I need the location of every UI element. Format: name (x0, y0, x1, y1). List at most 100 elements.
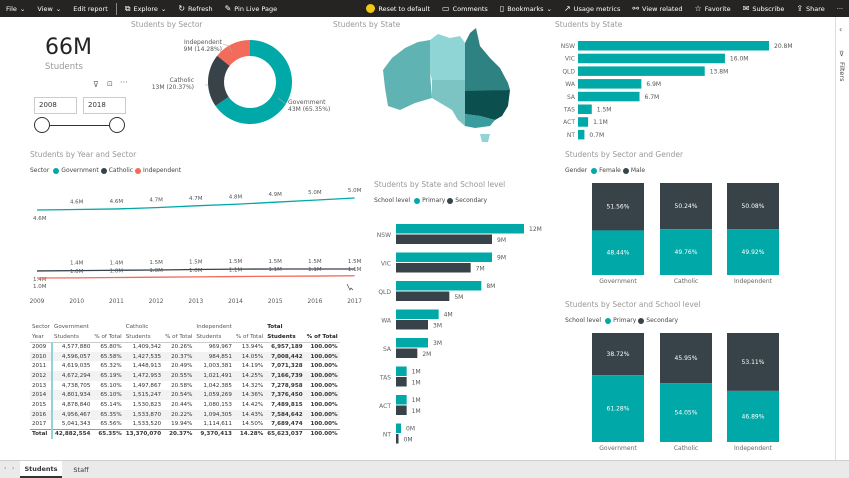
line-data-label: 4.8M (229, 194, 243, 200)
x-axis-tick: 2015 (268, 299, 283, 305)
column-header[interactable]: Students (51, 332, 93, 343)
table-cell: 42,882,554 (51, 428, 93, 439)
chevron-left-icon[interactable]: ‹ (839, 25, 843, 34)
table-cell: 65.58% (92, 351, 124, 362)
column-header[interactable]: Students (194, 332, 234, 343)
column-header[interactable] (305, 322, 340, 332)
table-cell: 2011 (30, 361, 53, 372)
bookmarks-menu[interactable]: ▯ Bookmarks ⌄ (494, 4, 558, 13)
reset-to-default-button[interactable]: Reset to default (360, 4, 436, 13)
tab-scroll-right-icon[interactable]: › (12, 465, 15, 472)
table-cell: 2016 (30, 409, 53, 420)
line-data-label: 1.1M (308, 267, 322, 273)
filters-pane[interactable]: ‹ ⊽ Filters (835, 17, 849, 460)
column-header[interactable]: Students (123, 332, 164, 343)
column-header[interactable]: Year (30, 332, 52, 343)
end-year-input[interactable]: 2018 (83, 97, 126, 114)
legend-female[interactable]: Female (599, 167, 621, 174)
table-cell: 1,003,381 (203, 363, 232, 370)
donut-slice-catholic (208, 55, 230, 106)
table-cell: 1,094,305 (194, 409, 234, 420)
column-header[interactable]: Total (267, 324, 283, 330)
map-state-nsw (465, 90, 510, 120)
refresh-button[interactable]: ↻ Refresh (172, 4, 218, 13)
column-header[interactable]: Sector (32, 324, 50, 330)
column-header[interactable]: Students (265, 332, 305, 343)
legend-male[interactable]: Male (630, 167, 646, 174)
chevron-down-icon: ⌄ (55, 4, 62, 13)
pin-live-page-button[interactable]: ✎ Pin Live Page (219, 4, 284, 13)
file-menu[interactable]: File ⌄ (0, 5, 31, 13)
segment-label-top: 50.24% (675, 203, 698, 210)
start-year-input[interactable]: 2008 (34, 97, 77, 114)
column-header[interactable]: % of Total (304, 332, 340, 343)
x-axis-tick: 2011 (109, 299, 124, 305)
legend-secondary[interactable]: Secondary (646, 317, 679, 324)
column-header[interactable] (163, 322, 194, 332)
slider-end-handle[interactable] (109, 117, 125, 133)
tab-scroll-left-icon[interactable]: ‹ (4, 465, 7, 472)
state-bar (578, 104, 592, 114)
share-button[interactable]: ⇪ Share (790, 4, 830, 13)
legend-secondary[interactable]: Secondary (455, 197, 488, 204)
table-cell: 20.37% (163, 351, 195, 362)
table-cell: 14.28% (233, 428, 266, 439)
tab-students[interactable]: Students (20, 461, 62, 478)
table-cell: 4,672,294 (51, 371, 93, 381)
state-bar (578, 66, 705, 76)
view-related-button[interactable]: ⚯ View related (626, 4, 688, 13)
column-header[interactable]: Independent (196, 324, 232, 330)
state-bar-category: QLD (562, 68, 575, 75)
favorite-label: Favorite (704, 4, 731, 13)
state-bar-label: 6.9M (646, 81, 661, 88)
line-data-label: 1.4M (110, 260, 124, 266)
related-icon: ⚯ (632, 4, 640, 13)
table-cell: 100.00% (310, 382, 338, 389)
comments-button[interactable]: ▭ Comments (436, 4, 494, 13)
column-header[interactable] (234, 322, 265, 332)
donut-label-value: 13M (20.37%) (152, 84, 194, 91)
focus-mode-icon[interactable]: ⊡ (107, 80, 113, 88)
legend-independent[interactable]: Independent (143, 167, 182, 174)
column-header[interactable]: % of Total (163, 332, 195, 343)
australia-map[interactable] (380, 28, 530, 143)
legend-dot-government (53, 167, 60, 174)
table-cell: 1,515,247 (123, 390, 164, 401)
table-cell: 65.10% (92, 390, 124, 401)
table-cell: 20.26% (171, 344, 193, 351)
table-cell: 20.37% (163, 428, 195, 439)
x-axis-category: Catholic (674, 445, 698, 452)
column-header[interactable]: % of Total (233, 332, 266, 343)
column-header[interactable]: Catholic (125, 324, 149, 330)
legend-primary[interactable]: Primary (422, 197, 446, 204)
edit-report-button[interactable]: Edit report (67, 5, 114, 13)
view-menu[interactable]: View ⌄ (31, 5, 67, 13)
column-header[interactable]: Government (53, 324, 89, 330)
table-cell: 1,427,535 (123, 351, 164, 362)
line-data-label: 4.6M (110, 199, 124, 205)
x-axis-category: Independent (734, 278, 773, 285)
tab-staff[interactable]: Staff (73, 465, 89, 474)
filter-icon[interactable]: ⊽ (93, 80, 99, 89)
legend-government[interactable]: Government (61, 167, 99, 174)
x-axis-tick: 2014 (228, 299, 243, 305)
legend-catholic[interactable]: Catholic (108, 167, 134, 174)
table-cell: 969,967 (208, 344, 232, 351)
more-options-icon[interactable]: ··· (120, 78, 128, 87)
slider-start-handle[interactable] (34, 117, 50, 133)
slider-track (42, 125, 118, 126)
x-axis-category: Independent (734, 445, 773, 452)
explore-menu[interactable]: ⧉ Explore ⌄ (119, 4, 173, 14)
favorite-button[interactable]: ☆ Favorite (689, 4, 737, 13)
subscribe-button[interactable]: ✉ Subscribe (737, 4, 791, 13)
column-header[interactable]: % of Total (92, 332, 124, 343)
table-cell: 13,370,070 (123, 428, 164, 439)
mail-icon: ✉ (742, 4, 750, 13)
segment-label-top: 45.95% (675, 355, 698, 362)
more-options-button[interactable]: ··· (831, 5, 849, 13)
column-header[interactable] (92, 322, 123, 332)
state-bar-label: 1.5M (597, 107, 612, 114)
usage-metrics-button[interactable]: ↗ Usage metrics (558, 4, 626, 13)
school-bar-category: ACT (379, 403, 391, 410)
legend-primary[interactable]: Primary (613, 317, 637, 324)
